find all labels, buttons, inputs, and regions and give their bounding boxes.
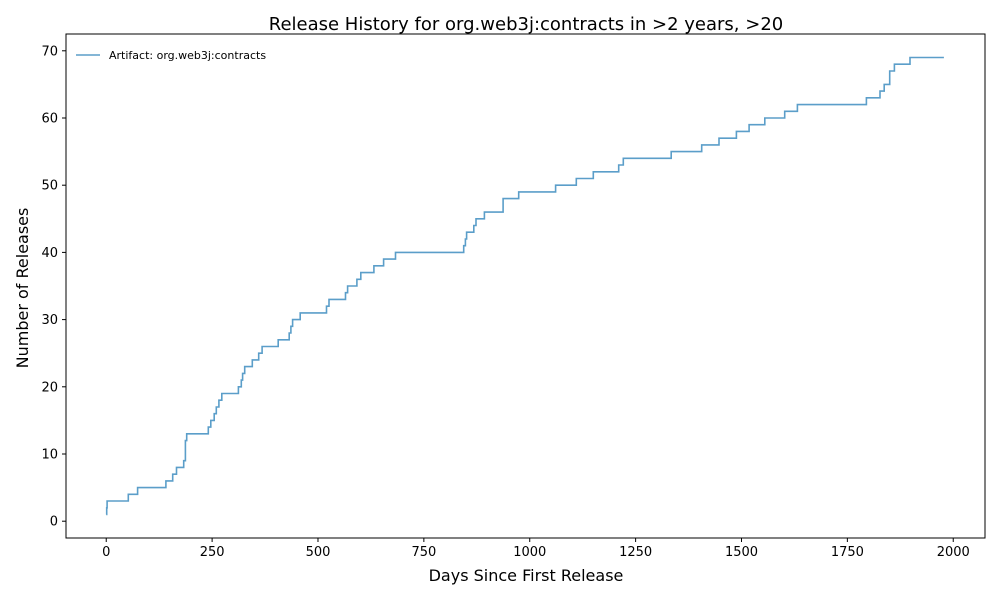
plot-area: 0 250 500 750 1000 1250 1500 1750 2000 0 10 20 30 40 5… (41, 33, 986, 560)
x-tick-label: 750 (411, 545, 436, 560)
y-tick-label: 70 (41, 44, 58, 59)
y-axis-label: Number of Releases (13, 208, 32, 369)
y-tick-label: 20 (41, 380, 58, 395)
y-tick-label: 10 (41, 448, 58, 463)
x-tick-label: 1750 (831, 545, 864, 560)
y-tick-label: 50 (41, 179, 58, 194)
x-axis-label: Days Since First Release (429, 566, 624, 585)
series-line (105, 56, 944, 516)
plot-frame (65, 33, 986, 539)
legend: Artifact: org.web3j:contracts (76, 49, 266, 62)
x-tick-label: 250 (200, 545, 225, 560)
x-tick-label: 1000 (513, 545, 546, 560)
y-tick-label: 40 (41, 246, 58, 261)
y-tick-label: 60 (41, 112, 58, 127)
y-tick-label: 30 (41, 313, 58, 328)
legend-entry-label: Artifact: org.web3j:contracts (109, 49, 266, 62)
x-tick-label: 0 (102, 545, 110, 560)
x-tick-label: 1250 (619, 545, 652, 560)
x-tick-label: 2000 (937, 545, 970, 560)
x-tick-label: 1500 (725, 545, 758, 560)
x-tick-label: 500 (306, 545, 331, 560)
chart-title: Release History for org.web3j:contracts … (269, 14, 783, 35)
y-tick-label: 0 (50, 515, 58, 530)
